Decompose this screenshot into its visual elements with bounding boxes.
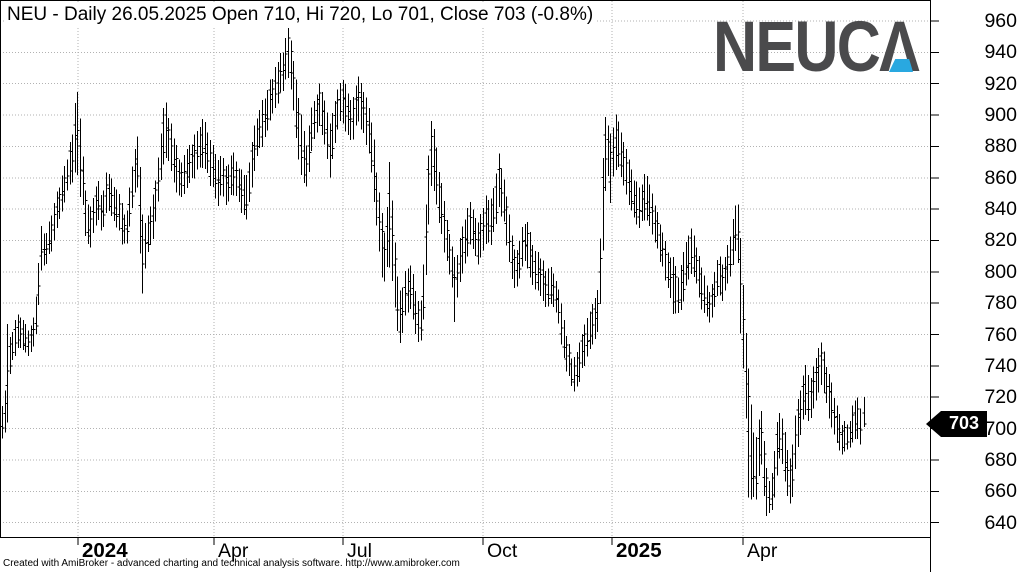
y-axis-label: 660 <box>984 480 1017 503</box>
y-axis-label: 840 <box>984 198 1017 221</box>
y-axis-label: 640 <box>984 511 1017 534</box>
y-axis-label: 720 <box>984 386 1017 409</box>
last-price-badge: 703 <box>926 410 987 437</box>
y-axis-label: 700 <box>984 417 1017 440</box>
neuca-logo: NEUCΛ <box>713 12 928 83</box>
x-axis-label: Oct <box>487 540 518 562</box>
x-axis-label: Apr <box>747 540 778 562</box>
price-axis[interactable]: 960 940 920 900 880 860 840 820 800 780 760 740 720 7… <box>937 0 1017 540</box>
badge-value: 703 <box>941 410 987 437</box>
x-axis-label: 2024 <box>82 539 128 562</box>
y-axis-label: 800 <box>984 260 1017 283</box>
y-axis-label: 960 <box>984 10 1017 32</box>
chart-title: NEU - Daily 26.05.2025 Open 710, Hi 720,… <box>5 3 598 28</box>
y-axis-label: 740 <box>984 354 1017 377</box>
y-axis-label: 880 <box>984 135 1017 158</box>
neuca-logo-text: NEUCΛ <box>713 8 920 87</box>
y-axis-label: 900 <box>984 104 1017 127</box>
time-axis[interactable]: 2024 Apr Jul Oct 2025 Apr <box>0 538 1022 562</box>
y-axis-label: 760 <box>984 323 1017 346</box>
badge-arrow-icon <box>926 410 941 437</box>
amibroker-credit: Created with AmiBroker - advanced charti… <box>3 558 460 569</box>
y-axis-label: 780 <box>984 292 1017 315</box>
y-axis-label: 860 <box>984 166 1017 189</box>
neuca-logo-accent-shape <box>889 59 913 72</box>
y-axis-label: 820 <box>984 229 1017 252</box>
y-axis-label: 920 <box>984 72 1017 95</box>
x-axis-label: Apr <box>218 540 249 562</box>
x-axis-label: Jul <box>347 540 372 562</box>
x-axis-label: 2025 <box>616 539 662 562</box>
y-axis-label: 940 <box>984 41 1017 64</box>
y-axis-label: 680 <box>984 448 1017 471</box>
